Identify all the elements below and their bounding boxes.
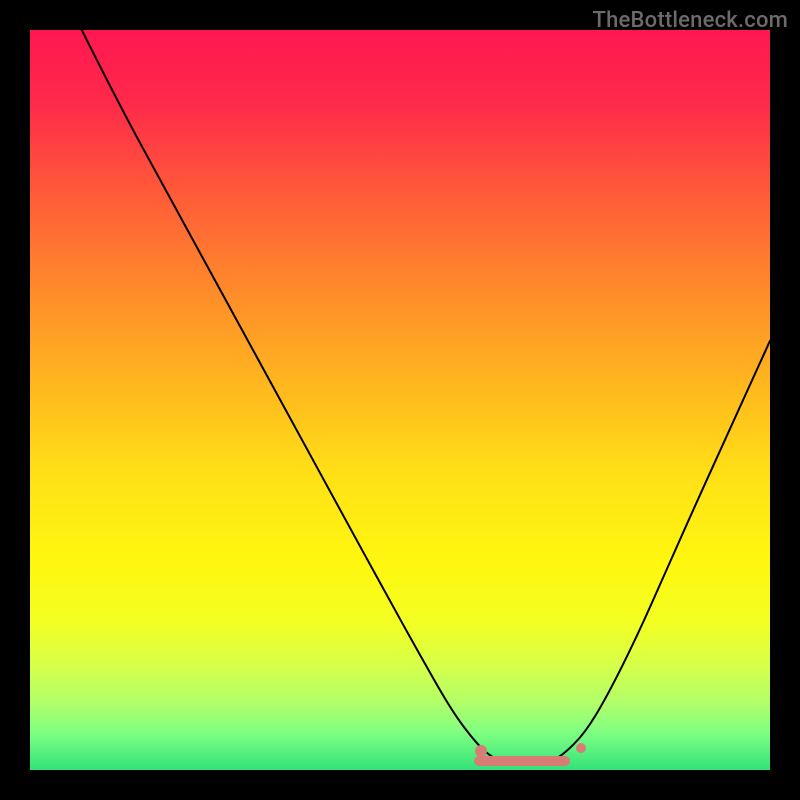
chart-frame: TheBottleneck.com — [0, 0, 800, 800]
watermark-text: TheBottleneck.com — [593, 8, 788, 33]
bottleneck-curve — [82, 30, 770, 764]
curve-layer — [30, 30, 770, 770]
valley-highlight-bar — [474, 756, 570, 766]
plot-area — [30, 30, 770, 770]
